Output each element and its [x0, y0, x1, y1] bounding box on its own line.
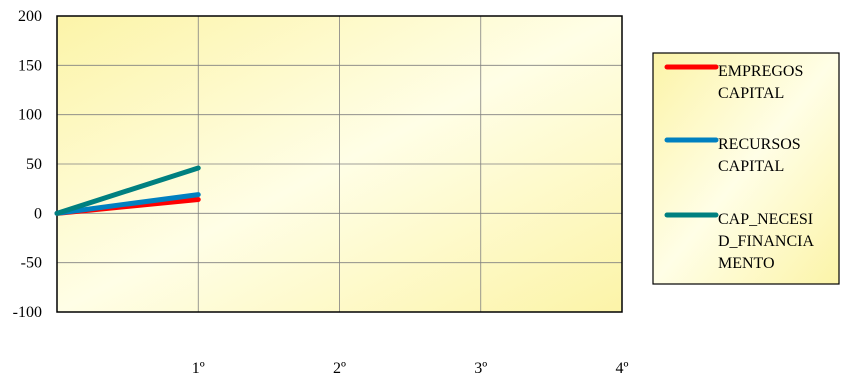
plot-frame [56, 15, 623, 313]
x-tick-label: 3º [474, 360, 487, 374]
y-tick-label: 50 [26, 156, 42, 173]
y-tick-label: 150 [18, 57, 42, 74]
x-tick-label: 1º [192, 360, 205, 374]
y-tick-label: 0 [34, 205, 42, 222]
legend-label-3: CAP_NECESI D_FINANCIA MENTO [718, 211, 814, 272]
y-tick-label: -50 [21, 255, 42, 272]
legend-label-2: RECURSOS CAPITAL [718, 136, 801, 175]
y-tick-label: 100 [18, 107, 42, 124]
y-tick-label: 200 [18, 8, 42, 25]
series-line-3 [54, 165, 201, 216]
legend-box [652, 52, 840, 285]
x-tick-label: 2º [333, 360, 346, 374]
x-tick-label: 4º [616, 360, 629, 374]
series-line-2 [54, 192, 201, 216]
y-tick-label: -100 [13, 304, 42, 321]
legend-label-1: EMPREGOS CAPITAL [718, 63, 803, 102]
